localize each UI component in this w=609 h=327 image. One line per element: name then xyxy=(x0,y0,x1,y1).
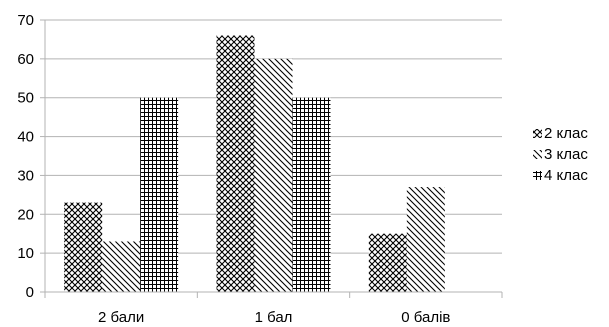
legend-label-2: 3 клас xyxy=(544,146,588,163)
ytick-label-70: 70 xyxy=(17,12,34,29)
xtick-label-2: 1 бал xyxy=(255,309,293,326)
ytick-label-50: 50 xyxy=(17,90,34,107)
ytick-label-30: 30 xyxy=(17,167,34,184)
xtick-label-1: 2 бали xyxy=(98,309,144,326)
xtick-label-3: 0 балів xyxy=(401,309,450,326)
legend: 2 клас 3 клас 4 клас xyxy=(533,125,588,184)
legend-swatch-2 xyxy=(533,150,542,159)
bar-2-3 xyxy=(406,187,445,292)
legend-swatch-3 xyxy=(533,171,542,180)
bars xyxy=(64,35,445,293)
ytick-label-40: 40 xyxy=(17,129,34,146)
bar-3-2 xyxy=(292,97,331,292)
bar-1-2 xyxy=(216,35,255,293)
ytick-label-20: 20 xyxy=(17,206,34,223)
bar-1-1 xyxy=(64,202,103,292)
axes: 0 10 20 30 40 50 60 70 2 бали 1 бал 0 балів xyxy=(17,12,503,326)
bar-2-1 xyxy=(102,241,141,292)
ytick-label-0: 0 xyxy=(26,284,34,301)
legend-swatch-1 xyxy=(533,129,542,138)
legend-label-3: 4 клас xyxy=(544,167,588,184)
bar-1-3 xyxy=(368,233,407,292)
bar-3-1 xyxy=(140,97,179,292)
ytick-label-60: 60 xyxy=(17,51,34,68)
legend-label-1: 2 клас xyxy=(544,125,588,142)
ytick-label-10: 10 xyxy=(17,245,34,262)
bar-2-2 xyxy=(254,58,293,292)
